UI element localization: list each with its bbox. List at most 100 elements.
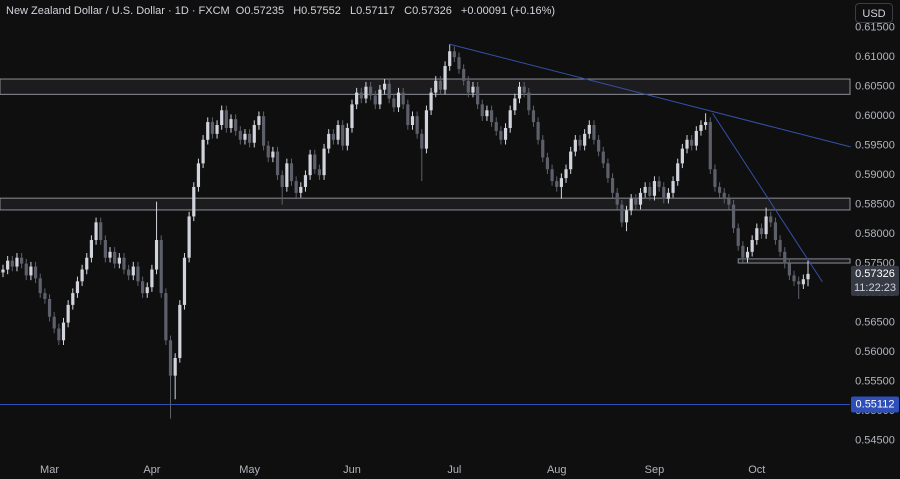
candle-body [313, 154, 317, 170]
candle-body [61, 322, 66, 341]
candle-body [261, 116, 266, 146]
candle-body [685, 139, 689, 149]
candle-body [708, 122, 712, 170]
candle-body [99, 222, 103, 241]
candle-body [154, 240, 159, 270]
y-tick-label: 0.59000 [855, 169, 895, 181]
candle-body [275, 151, 280, 176]
candle-body [476, 86, 480, 105]
candle-body [136, 266, 140, 282]
candle-body [485, 110, 489, 117]
candle-body [741, 245, 745, 258]
change-value: +0.00091 (+0.16%) [460, 5, 556, 17]
x-tick-label: Jun [343, 464, 361, 476]
candle-body [215, 125, 219, 134]
candle-body [517, 86, 522, 99]
candle-body [159, 240, 163, 294]
candle-body [294, 181, 298, 193]
price-zone [0, 197, 851, 211]
candle-body [229, 119, 233, 128]
close-value: 0.57326 [412, 5, 452, 17]
candle-body [322, 148, 326, 176]
candle-body [420, 133, 424, 149]
candle-body [117, 257, 121, 264]
candle-body [85, 257, 89, 270]
candle-body [717, 186, 722, 193]
candle-body [303, 175, 308, 187]
candle-body [764, 216, 768, 235]
candle-body [462, 69, 466, 81]
candle-body [122, 257, 126, 270]
candle-body [643, 186, 647, 193]
candle-body [289, 163, 294, 182]
candle-body [773, 222, 778, 241]
candle-body [792, 275, 796, 282]
countdown-label: 11:22:23 [854, 282, 896, 294]
candle-body [299, 186, 303, 193]
candle-body [783, 251, 787, 264]
candle-body [406, 104, 410, 126]
candle-body [666, 192, 671, 199]
candle-body [448, 51, 452, 67]
candle-body [187, 216, 191, 258]
candle-body [787, 263, 791, 276]
price-zone [0, 78, 851, 95]
close-label: C [404, 5, 413, 17]
candle-body [206, 122, 210, 140]
candle-body [736, 228, 740, 246]
candle-body [257, 116, 261, 126]
candle-body [271, 151, 275, 158]
candle-body [378, 89, 382, 105]
candle-body [457, 57, 461, 69]
candle-body [127, 269, 131, 276]
candle-body [592, 125, 596, 140]
candle-body [671, 181, 675, 193]
candle-body [71, 293, 75, 305]
candle-body [759, 228, 764, 235]
y-tick-label: 0.61000 [855, 51, 895, 63]
candle-body [797, 281, 801, 285]
candle-body [387, 83, 391, 99]
candle-body [29, 266, 33, 276]
candle-body [443, 66, 447, 90]
candle-body [713, 169, 717, 187]
candle-body [373, 95, 377, 105]
candle-body [317, 169, 322, 176]
candle-body [606, 163, 610, 179]
currency-button[interactable]: USD [855, 3, 893, 23]
candle-body [648, 186, 652, 196]
y-tick-label: 0.54500 [855, 434, 895, 446]
y-tick-label: 0.55500 [855, 375, 895, 387]
candle-body [499, 130, 503, 140]
candle-body [280, 175, 284, 187]
candle-body [331, 133, 335, 140]
candle-body [480, 104, 484, 117]
candle-body [731, 204, 736, 229]
candle-body [536, 122, 540, 140]
candle-body [364, 86, 368, 99]
candle-body [629, 198, 633, 211]
candle-body [522, 86, 526, 93]
candle-body [471, 86, 475, 93]
candle-body [559, 178, 563, 187]
high-value: 0.57552 [301, 5, 341, 17]
open-label: O [235, 5, 245, 17]
candle-body [327, 133, 331, 149]
candle-body [597, 139, 601, 152]
legend-header: New Zealand Dollar / U.S. Dollar · 1D · … [6, 5, 558, 17]
candle-body [248, 133, 252, 143]
candle-body [508, 110, 512, 128]
candle-body [569, 151, 573, 170]
low-value: 0.57117 [356, 5, 396, 17]
candle-body [652, 181, 657, 196]
candle-body [234, 119, 238, 131]
candle-body [20, 257, 24, 264]
trendline [449, 43, 851, 148]
candle-body [192, 186, 196, 217]
level-label-box [851, 396, 899, 413]
candle-body [429, 92, 433, 111]
candle-body [466, 80, 470, 93]
x-tick-label: May [239, 464, 260, 476]
